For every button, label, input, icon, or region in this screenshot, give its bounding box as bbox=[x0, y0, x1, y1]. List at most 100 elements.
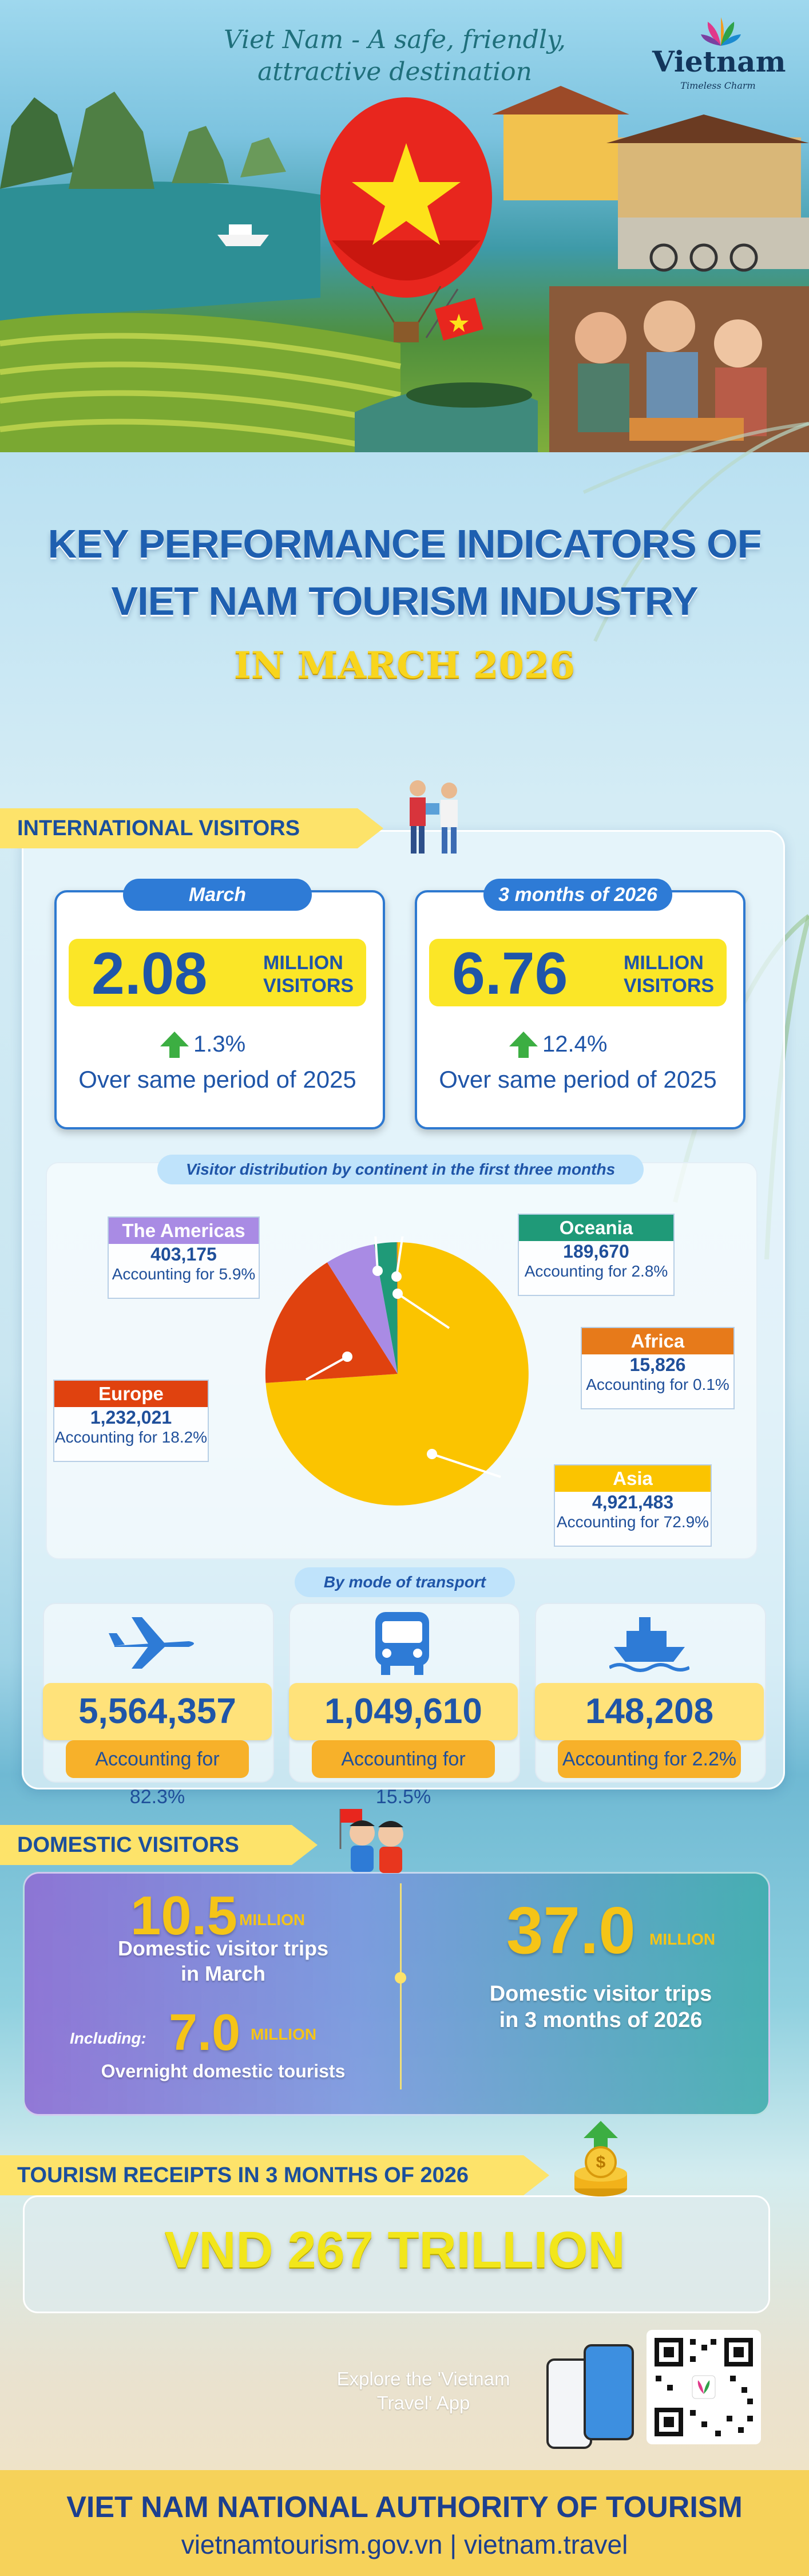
domestic-march-label: Domestic visitor trips in March bbox=[69, 1936, 378, 1986]
domestic-overnight-unit: MILLION bbox=[251, 2025, 317, 2043]
footer-websites[interactable]: vietnamtourism.gov.vn | vietnam.travel bbox=[181, 2530, 628, 2559]
card-quarter-tag: 3 months of 2026 bbox=[483, 879, 672, 911]
domestic-divider bbox=[400, 1883, 402, 2089]
unit-million: MILLION bbox=[624, 952, 704, 974]
card-quarter-unit: MILLION VISITORS bbox=[624, 951, 714, 997]
continent-pie-chart bbox=[265, 1236, 529, 1506]
domestic-overnight-value: 7.0 bbox=[169, 2004, 241, 2061]
travelers-icon bbox=[410, 780, 458, 854]
card-quarter-compare: Over same period of 2025 bbox=[439, 1066, 717, 1093]
tourism-receipts-heading: TOURISM RECEIPTS IN 3 MONTHS OF 2026 bbox=[0, 2155, 549, 2195]
label-oceania-share: Accounting for 2.8% bbox=[524, 1262, 668, 1280]
app-promo-line-1: Explore the 'Vietnam bbox=[336, 2368, 510, 2389]
transport-air-share: Accounting for 82.3% bbox=[66, 1740, 249, 1808]
transport-sea-value: 148,208 bbox=[535, 1683, 764, 1740]
coins-growth-icon: $ bbox=[574, 2121, 627, 2196]
card-march bbox=[54, 890, 385, 1129]
card-quarter-change: 12.4% bbox=[542, 1032, 608, 1057]
domestic-march-label-line-2: in March bbox=[180, 1962, 266, 1985]
label-europe: Europe 1,232,021 Accounting for 18.2% bbox=[53, 1380, 209, 1462]
card-march-value-box: 2.08 MILLION VISITORS bbox=[69, 939, 366, 1007]
app-promo-line-2: Travel' App bbox=[376, 2392, 470, 2413]
footer-bar bbox=[0, 2470, 809, 2576]
kids-with-flag-icon bbox=[339, 1809, 403, 1873]
card-march-tag: March bbox=[123, 879, 312, 911]
domestic-visitors-heading: DOMESTIC VISITORS bbox=[0, 1825, 318, 1865]
receipts-value: VND 267 TRILLION bbox=[164, 2222, 625, 2279]
label-asia: Asia 4,921,483 Accounting for 72.9% bbox=[554, 1464, 712, 1547]
label-asia-share: Accounting for 72.9% bbox=[556, 1513, 709, 1531]
unit-visitors: VISITORS bbox=[624, 975, 715, 997]
card-march-value: 2.08 bbox=[92, 941, 208, 1007]
scenery-illustration bbox=[0, 86, 809, 452]
tagline-line-2: attractive destination bbox=[257, 57, 532, 86]
domestic-quarter-value: 37.0 bbox=[506, 1893, 636, 1967]
domestic-quarter-label-line-2: in 3 months of 2026 bbox=[499, 2008, 703, 2032]
domestic-quarter-label-line-1: Domestic visitor trips bbox=[489, 1982, 712, 2006]
domestic-march-label-line-1: Domestic visitor trips bbox=[117, 1937, 329, 1960]
pie-slice-asia bbox=[265, 1242, 529, 1506]
continent-distribution-title: Visitor distribution by continent in the… bbox=[157, 1155, 644, 1184]
label-oceania: Oceania 189,670 Accounting for 2.8% bbox=[518, 1214, 675, 1296]
card-march-unit: MILLION VISITORS bbox=[263, 951, 354, 997]
qr-code-icon bbox=[655, 2338, 753, 2436]
card-march-compare: Over same period of 2025 bbox=[78, 1066, 356, 1093]
card-march-change: 1.3% bbox=[193, 1032, 246, 1057]
ship-icon bbox=[609, 1617, 689, 1672]
header-banner: Viet Nam - A safe, friendly, attractive … bbox=[0, 0, 809, 452]
label-americas-name: The Americas bbox=[109, 1218, 259, 1244]
label-americas-value: 403,175 bbox=[150, 1244, 217, 1265]
logo-wordmark: Vietnam bbox=[652, 45, 786, 78]
pie-slice-europe bbox=[265, 1262, 398, 1383]
label-asia-value: 4,921,483 bbox=[592, 1492, 674, 1512]
card-quarter bbox=[415, 890, 745, 1129]
app-promo-text: Explore the 'Vietnam Travel' App bbox=[298, 2367, 549, 2415]
domestic-march-unit: MILLION bbox=[239, 1911, 306, 1929]
transport-road-value: 1,049,610 bbox=[289, 1683, 518, 1740]
phone-mockup-2 bbox=[584, 2344, 634, 2440]
transport-road-share: Accounting for 15.5% bbox=[312, 1740, 495, 1808]
label-africa-value: 15,826 bbox=[629, 1354, 686, 1375]
up-arrow-icon bbox=[160, 1032, 189, 1058]
svg-text:$: $ bbox=[596, 2153, 606, 2172]
label-europe-value: 1,232,021 bbox=[90, 1407, 172, 1428]
transport-sea-share: Accounting for 2.2% bbox=[558, 1740, 741, 1778]
domestic-march-value: 10.5 bbox=[130, 1885, 237, 1946]
title-line-2: VIET NAM TOURISM INDUSTRY bbox=[111, 579, 698, 623]
label-africa-share: Accounting for 0.1% bbox=[586, 1376, 729, 1393]
pie-slice-americas bbox=[327, 1244, 398, 1374]
international-visitors-heading: INTERNATIONAL VISITORS bbox=[0, 808, 383, 848]
bus-icon bbox=[375, 1612, 429, 1675]
domestic-quarter-label: Domestic visitor trips in 3 months of 20… bbox=[458, 1981, 744, 2033]
domestic-overnight-label: Overnight domestic tourists bbox=[101, 2061, 346, 2081]
tagline-line-1: Viet Nam - A safe, friendly, bbox=[224, 25, 566, 54]
domestic-including-label: Including: bbox=[70, 2029, 146, 2047]
footer-organization: VIET NAM NATIONAL AUTHORITY OF TOURISM bbox=[66, 2491, 743, 2524]
unit-visitors: VISITORS bbox=[263, 975, 354, 997]
title-line-1: KEY PERFORMANCE INDICATORS OF bbox=[47, 521, 762, 566]
airplane-icon bbox=[109, 1617, 194, 1669]
label-oceania-value: 189,670 bbox=[563, 1241, 629, 1262]
transport-air-value: 5,564,357 bbox=[43, 1683, 272, 1740]
divider-dot bbox=[395, 1972, 406, 1984]
label-africa: Africa 15,826 Accounting for 0.1% bbox=[581, 1327, 735, 1409]
receipts-panel bbox=[23, 2195, 770, 2313]
lotus-logo-icon bbox=[701, 17, 741, 46]
card-quarter-value-box: 6.76 MILLION VISITORS bbox=[429, 939, 727, 1007]
title-period: IN MARCH 2026 bbox=[233, 644, 576, 687]
domestic-panel bbox=[23, 1872, 770, 2116]
label-africa-name: Africa bbox=[582, 1328, 733, 1354]
transport-title: By mode of transport bbox=[295, 1567, 515, 1597]
unit-million: MILLION bbox=[263, 952, 343, 974]
domestic-quarter-unit: MILLION bbox=[649, 1930, 716, 1948]
qr-code[interactable] bbox=[647, 2330, 761, 2444]
up-arrow-icon bbox=[509, 1032, 538, 1058]
logo-tagline: Timeless Charm bbox=[680, 80, 756, 91]
label-americas: The Americas 403,175 Accounting for 5.9% bbox=[108, 1216, 260, 1299]
label-americas-share: Accounting for 5.9% bbox=[112, 1265, 256, 1283]
header-tagline: Viet Nam - A safe, friendly, attractive … bbox=[217, 24, 572, 88]
label-europe-share: Accounting for 18.2% bbox=[54, 1428, 208, 1446]
label-oceania-name: Oceania bbox=[519, 1215, 673, 1241]
label-europe-name: Europe bbox=[54, 1381, 208, 1407]
